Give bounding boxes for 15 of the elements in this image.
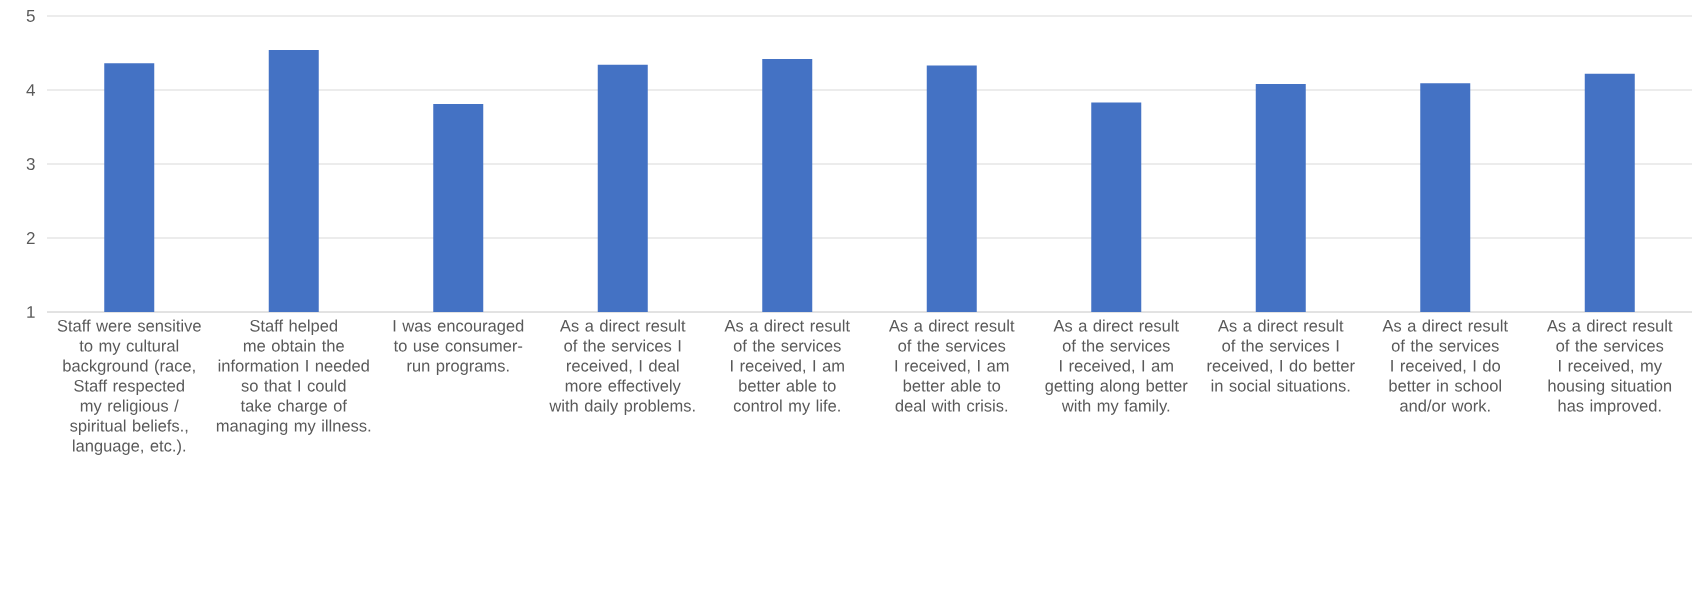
x-tick-label: Staff were sensitive to my cultural background (race, Staff respected my religious / spiritual beliefs., language, etc.). — [57, 319, 201, 455]
y-tick-label: 4 — [26, 84, 35, 96]
x-tick-label: As a direct result of the services I received, I am better able to control my life. — [724, 319, 850, 415]
y-tick-label: 5 — [26, 10, 35, 22]
x-tick-label: As a direct result of the services I received, I do better in social situations. — [1207, 319, 1355, 392]
y-tick-label: 1 — [27, 306, 35, 318]
x-tick-label: As a direct result of the services I received, I am better able to deal with crisis. — [888, 319, 1015, 412]
x-tick-label: I was encouraged to use consumer-run programs. — [393, 319, 524, 375]
x-tick-label: As a direct result of the services I received, I am getting along better with my family. — [1045, 319, 1188, 415]
x-tick-label: As a direct result of the services I received, my housing situation has improved. — [1546, 319, 1673, 415]
y-tick-label: 3 — [26, 157, 35, 171]
x-tick-label: As a direct result of the services I received, I deal more effectively with daily problems. — [549, 319, 695, 415]
x-tick-label: Staff helped me obtain the information I needed so that I could take charge of managing my illness. — [216, 319, 371, 435]
x-tick-label: As a direct result of the services I received, I do better in school and/or work. — [1382, 319, 1508, 412]
y-tick-label: 2 — [26, 232, 35, 244]
